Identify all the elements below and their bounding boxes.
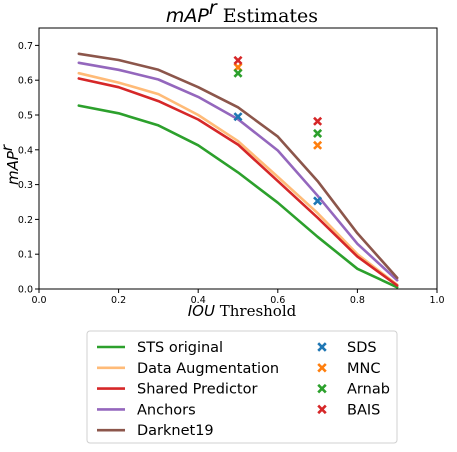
- x-tick-label: 0.2: [111, 295, 126, 306]
- series-line-sts-original: [77, 104, 399, 289]
- y-axis-ticks: 0.0 0.1 0.2 0.3 0.4 0.5 0.6 0.7: [18, 41, 39, 296]
- y-tick-label: 0.6: [18, 76, 33, 87]
- x-axis-ticks: 0.0 0.2 0.4 0.6 0.8 1.0: [31, 289, 445, 306]
- y-axis-label-italic: mAP: [4, 150, 22, 185]
- legend-label: Shared Predictor: [137, 382, 257, 398]
- y-axis-label: mAPr: [0, 144, 22, 185]
- legend-label: Anchors: [137, 402, 196, 418]
- legend: STS original Data Augmentation Shared Pred…: [86, 330, 398, 444]
- x-tick-label: 0.0: [31, 295, 46, 306]
- legend-swatch-mnc: [317, 363, 327, 373]
- legend-label: SDS: [347, 340, 377, 356]
- chart-title-italic: mAP: [166, 5, 210, 27]
- legend-label: Arnab: [347, 382, 390, 398]
- x-axis-label: IOU Threshold: [188, 302, 297, 320]
- marker-point-sds: [233, 112, 243, 122]
- chart-title-superscript: r: [209, 0, 218, 19]
- marker-point-sds: [313, 196, 323, 206]
- marker-point-bais: [313, 116, 323, 126]
- y-tick-label: 0.0: [18, 285, 33, 296]
- y-tick-label: 0.4: [18, 145, 33, 156]
- legend-label: BAIS: [347, 402, 380, 418]
- y-tick-label: 0.1: [18, 250, 33, 261]
- series-line-data-augmentation: [77, 71, 399, 287]
- legend-label: Darknet19: [137, 423, 214, 439]
- axes: [38, 27, 438, 290]
- y-tick-label: 0.3: [18, 180, 33, 191]
- legend-swatch-bais: [317, 404, 327, 415]
- marker-points: [233, 55, 323, 206]
- series-line-shared-predictor: [77, 77, 399, 287]
- marker-point-arnab: [313, 128, 323, 138]
- legend-label: Data Augmentation: [137, 361, 279, 377]
- marker-point-bais: [233, 55, 243, 65]
- x-tick-label: 0.6: [270, 295, 285, 306]
- series-line-anchors: [77, 61, 399, 282]
- legend-frame: [86, 330, 398, 444]
- series-line-darknet19: [77, 52, 399, 280]
- y-axis-label-superscript: r: [0, 144, 16, 151]
- x-tick-label: 1.0: [429, 295, 444, 306]
- axes-frame: [38, 27, 438, 290]
- x-axis-label-rest: Threshold: [215, 302, 297, 320]
- chart-title: mAPr Estimates: [166, 0, 318, 27]
- legend-label: MNC: [347, 361, 380, 377]
- x-axis-label-italic: IOU: [188, 302, 215, 320]
- chart-title-rest: Estimates: [217, 5, 318, 27]
- y-tick-label: 0.5: [18, 111, 33, 122]
- x-tick-label: 0.8: [350, 295, 365, 306]
- marker-point-arnab: [233, 68, 243, 78]
- legend-label: STS original: [137, 340, 223, 356]
- y-tick-label: 0.2: [18, 215, 33, 226]
- legend-swatch-arnab: [317, 383, 327, 394]
- legend-swatch-sds: [317, 342, 327, 352]
- x-tick-label: 0.4: [191, 295, 206, 306]
- marker-point-mnc: [313, 140, 323, 150]
- y-tick-label: 0.7: [18, 41, 33, 52]
- series-lines: [77, 52, 399, 289]
